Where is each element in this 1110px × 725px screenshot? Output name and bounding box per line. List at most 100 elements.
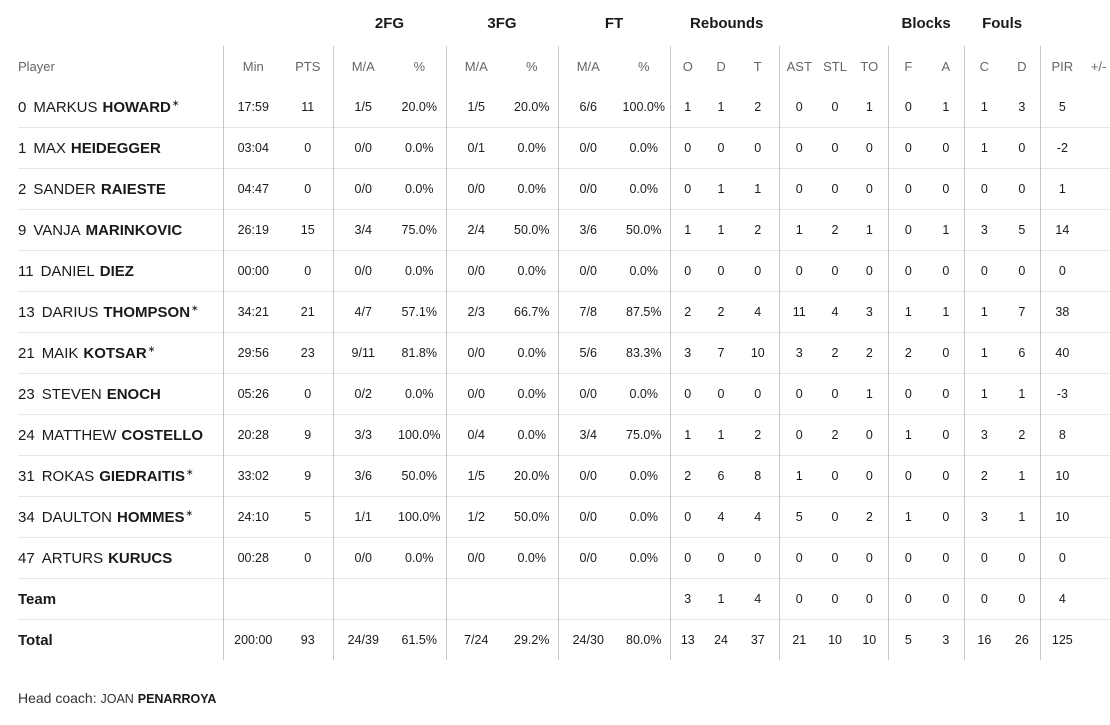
col-header-min[interactable]: Min	[222, 46, 283, 87]
stat-foul-c: 1	[963, 127, 1005, 169]
stat-ft-pct: 75.0%	[618, 414, 671, 456]
player-first-name[interactable]: MAX	[33, 139, 66, 157]
player-first-name[interactable]: STEVEN	[41, 385, 102, 403]
stat-ft-pct: 80.0%	[618, 619, 671, 660]
player-last-name[interactable]: COSTELLO	[121, 426, 204, 444]
col-header-ft-pct[interactable]: %	[637, 59, 650, 74]
stat-reb-o: 0	[669, 168, 706, 210]
player-last-name[interactable]: KOTSAR	[83, 345, 147, 362]
boxscore-table: 2FG 3FG FT Rebounds Blocks Fouls Player M…	[18, 0, 1110, 660]
stat-reb-o: 0	[669, 496, 706, 538]
col-header-pts[interactable]: PTS	[295, 59, 321, 74]
stat-blk-f: 0	[887, 87, 929, 128]
stat-to: 0	[851, 127, 889, 169]
col-header-foul-d[interactable]: D	[1017, 59, 1027, 74]
player-cell: 13 DARIUS THOMPSON∗	[18, 291, 223, 333]
player-number: 47	[18, 549, 35, 567]
col-header-foul-c[interactable]: C	[963, 46, 1005, 87]
player-last-name[interactable]: RAIESTE	[100, 180, 166, 198]
stat-blk-a: 0	[928, 250, 965, 292]
player-first-name[interactable]: SANDER	[33, 180, 96, 198]
col-header-3fg-pct[interactable]: %	[525, 59, 538, 74]
stat-to: 2	[851, 496, 889, 538]
stat-to: 0	[851, 455, 889, 497]
stat-reb-d: 0	[705, 250, 738, 292]
col-header-plus-minus[interactable]: +/-	[1090, 59, 1107, 74]
stat-2fg-ma: 0/0	[332, 168, 393, 210]
table-row: 34 DAULTON HOMMES∗ 24:10 5 1/1 100.0% 1/2 50.0% 0…	[18, 496, 1110, 538]
stat-3fg-pct: 50.0%	[506, 496, 558, 538]
col-header-to[interactable]: TO	[860, 59, 879, 74]
stat-pts: 9	[283, 414, 333, 456]
starter-icon: ∗	[147, 344, 156, 354]
col-header-blk-f[interactable]: F	[887, 46, 929, 87]
stat-2fg-pct: 0.0%	[393, 127, 446, 169]
stat-reb-o: 1	[669, 87, 706, 128]
col-header-2fg-ma[interactable]: M/A	[332, 46, 393, 87]
player-last-name[interactable]: MARINKOVIC	[85, 221, 183, 239]
stat-ft-ma: 0/0	[557, 373, 618, 415]
stat-ft-pct: 87.5%	[618, 291, 671, 333]
player-number: 11	[18, 262, 34, 280]
stat-blk-f: 0	[887, 127, 929, 169]
stat-reb-t: 0	[737, 537, 780, 579]
player-last-name[interactable]: HOWARD	[102, 99, 171, 116]
player-cell: 24 MATTHEW COSTELLO	[18, 414, 223, 456]
stat-ft-ma: 0/0	[557, 168, 618, 210]
player-cell: 11 DANIEL DIEZ	[18, 250, 223, 292]
player-last-name[interactable]: KURUCS	[108, 549, 173, 567]
stat-blk-a: 0	[928, 496, 965, 538]
col-header-ast[interactable]: AST	[778, 46, 820, 87]
player-first-name[interactable]: ARTURS	[41, 549, 104, 567]
stat-2fg-ma: 0/0	[332, 537, 393, 579]
player-first-name[interactable]: VANJA	[33, 221, 81, 239]
col-header-blk-a[interactable]: A	[941, 59, 951, 74]
col-header-2fg-pct[interactable]: %	[413, 59, 426, 74]
player-first-name[interactable]: DARIUS	[41, 304, 99, 321]
col-header-stl[interactable]: STL	[823, 59, 847, 74]
stat-foul-d: 26	[1004, 619, 1041, 660]
stat-pts: 0	[283, 537, 333, 579]
stat-2fg-ma: 9/11	[332, 332, 393, 374]
stat-2fg-pct: 0.0%	[393, 168, 446, 210]
player-cell: Team	[18, 578, 223, 620]
stat-reb-o: 2	[669, 455, 706, 497]
player-last-name[interactable]: DIEZ	[99, 262, 134, 280]
player-last-name[interactable]: HEIDEGGER	[70, 139, 161, 157]
stat-2fg-pct: 100.0%	[393, 496, 446, 538]
col-header-reb-t[interactable]: T	[753, 59, 762, 74]
player-first-name[interactable]: ROKAS	[41, 468, 95, 485]
stat-foul-c: 1	[963, 373, 1005, 415]
stat-blk-a: 1	[942, 100, 950, 114]
stat-foul-c: 3	[963, 414, 1005, 456]
stat-ast: 21	[778, 619, 820, 660]
col-header-reb-o[interactable]: O	[669, 46, 706, 87]
col-header-ft-ma[interactable]: M/A	[557, 46, 618, 87]
player-first-name[interactable]: MAIK	[41, 345, 79, 362]
col-header-player[interactable]: Player	[18, 59, 55, 74]
stat-reb-d: 1	[705, 414, 738, 456]
player-last-name[interactable]: ENOCH	[106, 385, 161, 403]
col-header-3fg-ma[interactable]: M/A	[445, 46, 506, 87]
table-row: 23 STEVEN ENOCH 05:26 0 0/2 0.0% 0/0 0.0% 0/0 0.0%…	[18, 373, 1110, 415]
stat-reb-t: 1	[737, 168, 780, 210]
player-last-name[interactable]: GIEDRAITIS	[99, 468, 186, 485]
stat-3fg-pct: 0.0%	[506, 373, 558, 415]
group-2fg: 2FG	[374, 14, 405, 32]
stat-pts: 15	[283, 209, 333, 251]
col-header-reb-d[interactable]: D	[716, 59, 726, 74]
player-first-name[interactable]: DAULTON	[41, 509, 112, 526]
player-last-name[interactable]: THOMPSON	[103, 304, 191, 321]
stat-pir: 10	[1039, 455, 1085, 497]
stat-ft-ma: 3/6	[557, 209, 618, 251]
player-last-name[interactable]: HOMMES	[116, 509, 185, 526]
player-first-name[interactable]: MATTHEW	[41, 426, 117, 444]
stat-reb-o: 0	[669, 373, 706, 415]
player-first-name[interactable]: MARKUS	[33, 99, 98, 116]
stat-3fg-ma: 2/3	[445, 291, 506, 333]
player-first-name[interactable]: DANIEL	[40, 262, 95, 280]
col-header-pir[interactable]: PIR	[1039, 46, 1085, 87]
stat-3fg-ma: 2/4	[445, 209, 506, 251]
stat-foul-c: 3	[963, 209, 1005, 251]
player-cell: 47 ARTURS KURUCS	[18, 537, 223, 579]
